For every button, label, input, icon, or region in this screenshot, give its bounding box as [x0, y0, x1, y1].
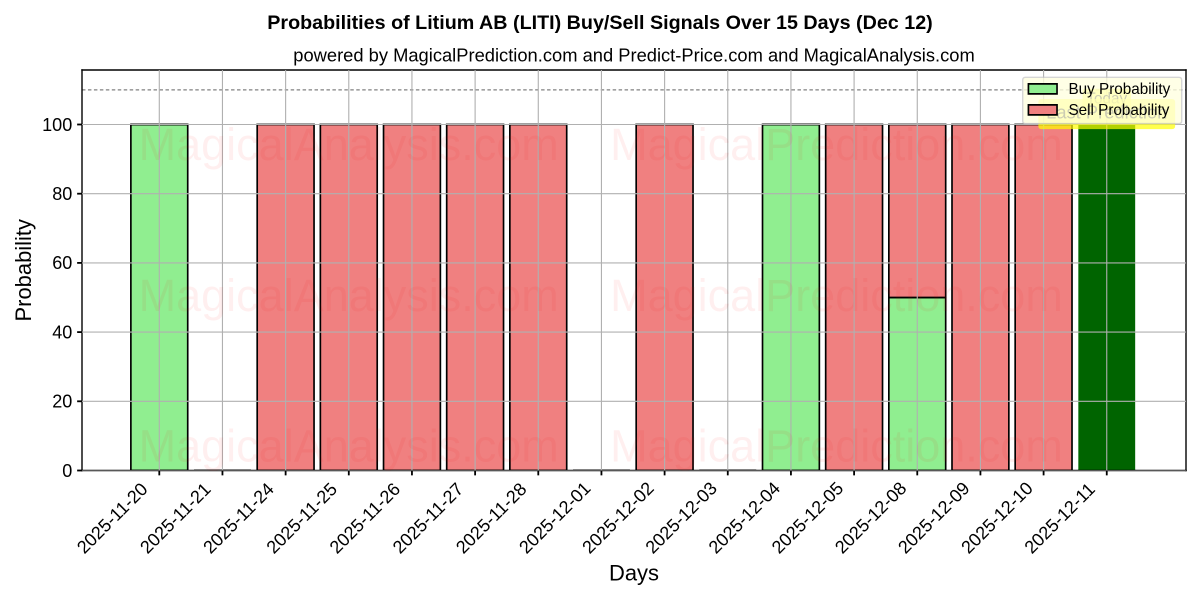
svg-text:Probabilities of Litium AB (LI: Probabilities of Litium AB (LITI) Buy/Se…: [267, 12, 933, 34]
svg-text:MagicalPrediction.com: MagicalPrediction.com: [610, 270, 1063, 321]
svg-text:80: 80: [52, 184, 72, 204]
svg-text:40: 40: [52, 322, 72, 342]
svg-text:Buy Probability: Buy Probability: [1068, 81, 1170, 98]
svg-text:0: 0: [62, 461, 72, 481]
svg-text:Probability: Probability: [11, 219, 36, 321]
svg-text:Sell Probability: Sell Probability: [1068, 102, 1169, 119]
svg-text:MagicalPrediction.com: MagicalPrediction.com: [610, 119, 1063, 170]
svg-text:powered by MagicalPrediction.c: powered by MagicalPrediction.com and Pre…: [293, 45, 975, 66]
svg-text:20: 20: [52, 392, 72, 412]
svg-text:MagicalAnalysis.com: MagicalAnalysis.com: [139, 420, 559, 471]
svg-text:100: 100: [42, 115, 72, 135]
svg-text:MagicalAnalysis.com: MagicalAnalysis.com: [139, 270, 559, 321]
svg-text:Days: Days: [609, 560, 659, 585]
svg-text:MagicalAnalysis.com: MagicalAnalysis.com: [139, 119, 559, 170]
svg-text:60: 60: [52, 253, 72, 273]
svg-text:MagicalPrediction.com: MagicalPrediction.com: [610, 420, 1063, 471]
